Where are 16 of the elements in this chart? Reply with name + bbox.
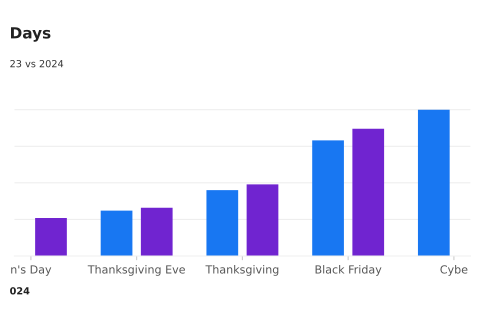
bar bbox=[35, 218, 67, 256]
text: 024 bbox=[10, 287, 30, 295]
x-tick-label: Black Friday bbox=[316, 265, 382, 276]
x-tick-label: Thanksgiving Eve bbox=[88, 265, 185, 276]
x-tick-label: Thanksgiving bbox=[205, 265, 278, 276]
chart-subtitle: 23 vs 2024 bbox=[10, 60, 64, 68]
bar bbox=[140, 208, 173, 256]
bar bbox=[100, 210, 132, 256]
x-tick-label: n's Day bbox=[11, 265, 52, 276]
bar bbox=[206, 190, 238, 256]
bar bbox=[352, 128, 384, 256]
x-tick-label: Cybe bbox=[440, 265, 468, 276]
bar bbox=[312, 140, 344, 256]
bar bbox=[246, 184, 278, 256]
chart-title: Days bbox=[11, 27, 50, 42]
bar bbox=[418, 110, 450, 256]
